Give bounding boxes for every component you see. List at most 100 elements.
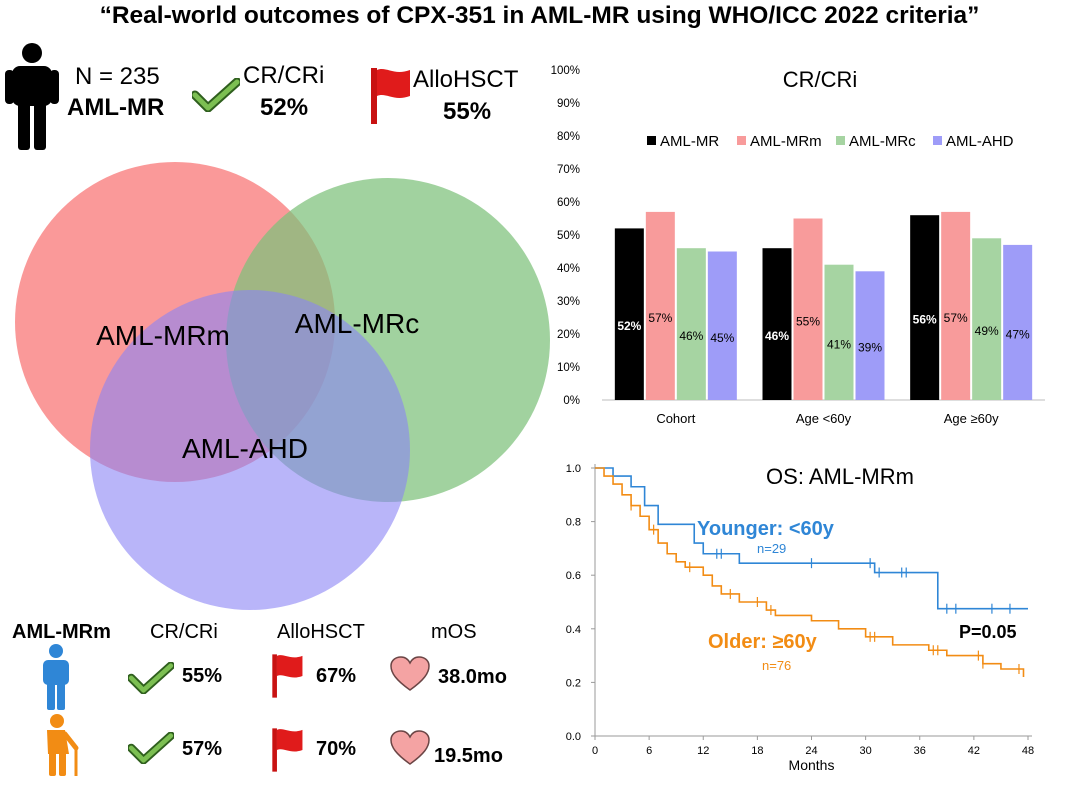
km-x-tick: 48 [1022, 745, 1034, 757]
bar [762, 248, 792, 400]
bar-y-tick: 60% [557, 197, 580, 209]
bar [824, 264, 854, 400]
bar-y-tick: 0% [563, 395, 580, 407]
bar [910, 215, 940, 400]
km-y-tick: 0.8 [566, 517, 581, 529]
km-label-older: Older: ≥60y [708, 631, 818, 653]
bar [614, 228, 644, 400]
bar-legend-swatch [647, 136, 656, 145]
bar-data-label: 46% [765, 329, 789, 343]
person-young-icon [43, 644, 69, 710]
km-x-tick: 18 [751, 745, 763, 757]
row2-mos: 19.5mo [434, 745, 503, 767]
venn-label-mrc: AML-MRc [295, 308, 419, 339]
table-header-mos: mOS [431, 621, 477, 643]
allo-label: AlloHSCT [413, 66, 519, 93]
bar-y-tick: 100% [551, 65, 580, 77]
venn-circle-ahd [90, 290, 410, 610]
heart-icon [390, 656, 430, 691]
check-icon [128, 662, 174, 694]
km-x-tick: 36 [914, 745, 926, 757]
venn-label-mrm: AML-MRm [96, 320, 230, 351]
km-x-tick: 0 [592, 745, 598, 757]
venn-label-ahd: AML-AHD [182, 433, 308, 464]
bar-legend-swatch [737, 136, 746, 145]
bar-y-tick: 40% [557, 263, 580, 275]
bar-category-label: Age <60y [796, 411, 852, 426]
row2-crcri: 57% [182, 738, 223, 760]
km-x-tick: 6 [646, 745, 652, 757]
km-x-tick: 42 [968, 745, 980, 757]
allo-value: 55% [443, 98, 492, 125]
crcri-label: CR/CRi [243, 62, 325, 89]
km-title: OS: AML-MRm [766, 464, 914, 489]
km-x-tick: 30 [860, 745, 872, 757]
km-n-younger: n=29 [757, 541, 786, 556]
table-group-label: AML-MRm [12, 621, 111, 643]
bar-data-label: 55% [796, 314, 820, 328]
km-x-tick: 24 [805, 745, 817, 757]
bar [941, 211, 971, 400]
page-title: “Real-world outcomes of CPX-351 in AML-M… [99, 2, 980, 29]
bar-y-tick: 20% [557, 329, 580, 341]
crcri-value: 52% [260, 94, 309, 121]
bar-legend-swatch [836, 136, 845, 145]
bar [972, 238, 1002, 400]
person-icon [5, 43, 59, 150]
bar [645, 211, 675, 400]
km-y-tick: 0.0 [566, 731, 581, 743]
row1-allo: 67% [316, 665, 357, 687]
bar-data-label: 46% [679, 329, 703, 343]
km-curve-older [595, 467, 1025, 678]
bar-legend-label: AML-AHD [946, 133, 1014, 150]
km-n-older: n=76 [762, 658, 791, 673]
check-icon [192, 78, 240, 112]
check-icon [128, 732, 174, 764]
km-y-tick: 0.6 [566, 570, 581, 582]
km-y-tick: 0.4 [566, 624, 581, 636]
n-label: N = 235 [75, 63, 160, 90]
bar [793, 218, 823, 400]
bar [676, 248, 706, 400]
bar-category-label: Age ≥60y [944, 411, 999, 426]
bar-data-label: 52% [617, 319, 641, 333]
red-flag-icon [272, 654, 303, 698]
row2-allo: 70% [316, 738, 357, 760]
bar-legend-label: AML-MR [660, 133, 719, 150]
bar-chart-title: CR/CRi [783, 67, 858, 92]
row1-crcri: 55% [182, 665, 223, 687]
km-x-label: Months [789, 757, 835, 773]
bar-category-label: Cohort [656, 411, 695, 426]
venn-diagram: AML-MRm AML-MRc AML-AHD [15, 162, 550, 610]
heart-icon [390, 730, 430, 765]
bar [707, 251, 737, 400]
bar-data-label: 57% [648, 311, 672, 325]
bar-y-tick: 10% [557, 362, 580, 374]
km-label-younger: Younger: <60y [697, 518, 835, 540]
bar-y-tick: 90% [557, 98, 580, 110]
km-y-tick: 1.0 [566, 463, 581, 475]
bar-data-label: 45% [710, 331, 734, 345]
km-x-tick: 12 [697, 745, 709, 757]
km-chart: 0.0 0.2 0.4 0.6 0.8 1.0 0 6 12 18 24 30 36 42 48 Months… [566, 463, 1034, 773]
table-header-allo: AlloHSCT [277, 621, 365, 643]
row1-mos: 38.0mo [438, 666, 507, 688]
group-label: AML-MR [67, 94, 165, 121]
bar-data-label: 47% [1006, 327, 1030, 341]
bar-y-tick: 50% [557, 230, 580, 242]
bar-data-label: 39% [858, 341, 882, 355]
bar-y-tick: 70% [557, 164, 580, 176]
bar-data-label: 41% [827, 337, 851, 351]
km-pvalue: P=0.05 [959, 622, 1017, 642]
bar-y-tick: 80% [557, 131, 580, 143]
bar [855, 271, 885, 400]
red-flag-icon [371, 68, 410, 124]
bar-chart: 0% 10% 20% 30% 40% 50% 60% 70% 80% 90% 100% CR/CRi A… [551, 65, 1045, 426]
bar [1003, 244, 1033, 400]
bar-data-label: 57% [944, 311, 968, 325]
table-header-crcri: CR/CRi [150, 621, 218, 643]
bar-y-tick: 30% [557, 296, 580, 308]
person-elderly-icon [47, 714, 79, 776]
km-y-tick: 0.2 [566, 677, 581, 689]
km-curve-younger [595, 467, 1028, 610]
